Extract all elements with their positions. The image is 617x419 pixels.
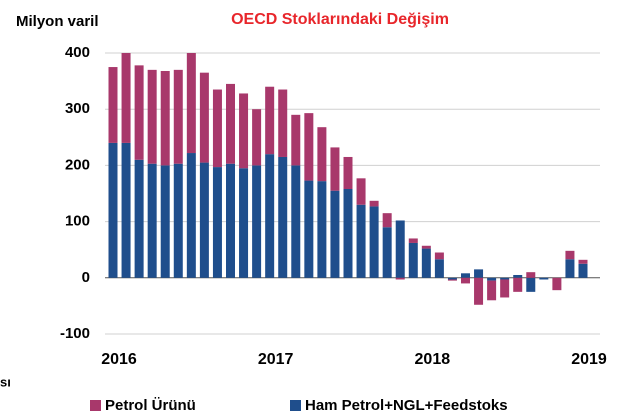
x-tick-label: 2019: [571, 351, 607, 368]
chart-title: OECD Stoklarındaki Değişim: [231, 11, 449, 28]
legend-label: Petrol Ürünü: [105, 397, 196, 414]
legend-label: Ham Petrol+NGL+Feedstoks: [305, 397, 508, 414]
bar: [434, 259, 444, 278]
bar: [212, 167, 222, 278]
y-tick-label: 400: [65, 44, 90, 61]
bar: [134, 65, 144, 160]
bar: [369, 200, 379, 207]
bar: [173, 69, 183, 164]
bar: [108, 67, 118, 143]
bar: [474, 269, 484, 278]
bar: [121, 53, 131, 143]
bar: [343, 189, 353, 278]
bar: [108, 142, 118, 278]
x-tick-label: 2017: [258, 351, 294, 368]
bar: [526, 272, 536, 278]
bar: [461, 273, 470, 278]
bar: [461, 277, 470, 284]
bar: [199, 162, 209, 278]
bar: [212, 89, 222, 168]
bar: [382, 227, 392, 278]
bar: [513, 277, 523, 292]
bar: [186, 53, 196, 154]
bar: [239, 168, 249, 278]
y-tick-label: 300: [65, 100, 90, 117]
bar: [160, 70, 170, 166]
bar: [500, 277, 510, 280]
bar: [278, 156, 288, 278]
y-axis-label: Milyon varil: [16, 13, 99, 30]
bar: [291, 165, 301, 278]
bar: [160, 165, 170, 278]
bar: [539, 277, 549, 280]
bar: [565, 259, 575, 278]
bar: [421, 245, 431, 249]
bar: [147, 69, 157, 164]
bar: [226, 83, 235, 164]
bar: [252, 165, 262, 278]
y-tick-label: 200: [65, 156, 90, 173]
bar: [565, 250, 575, 260]
bar: [317, 127, 327, 182]
bar: [408, 238, 418, 243]
bar: [382, 213, 392, 228]
bar: [578, 263, 588, 278]
y-tick-label: -100: [60, 325, 90, 342]
bar: [552, 277, 562, 291]
bar: [121, 142, 131, 278]
bar: [500, 279, 510, 298]
bar: [265, 86, 275, 155]
x-tick-label: 2018: [415, 351, 451, 368]
bar: [278, 89, 288, 157]
bar: [369, 206, 379, 278]
bar: [199, 72, 209, 163]
bar: [330, 190, 340, 278]
bar: [395, 277, 405, 280]
bar: [356, 204, 366, 278]
bar: [173, 163, 183, 278]
bar: [304, 180, 314, 278]
bar: [226, 163, 235, 278]
bar: [447, 279, 457, 281]
bar: [526, 277, 536, 292]
bar: [356, 178, 366, 205]
bar: [395, 220, 405, 278]
bar: [434, 252, 444, 260]
bar: [330, 147, 340, 191]
bar: [487, 280, 497, 301]
bar: [252, 109, 262, 166]
bar: [291, 114, 301, 166]
bar: [304, 113, 314, 181]
bar: [578, 259, 588, 264]
y-tick-label: 100: [65, 213, 90, 230]
bar: [134, 159, 144, 278]
y-tick-label: 0: [82, 269, 90, 286]
bar: [447, 277, 457, 280]
bar: [408, 242, 418, 278]
bar: [343, 156, 353, 190]
bar: [147, 163, 157, 278]
bar: [186, 153, 196, 278]
bar: [239, 93, 249, 169]
legend-swatch: [290, 400, 301, 411]
x-tick-label: 2016: [101, 351, 137, 368]
bar: [317, 181, 327, 278]
bar: [513, 274, 523, 278]
note: sı: [0, 374, 11, 389]
bar: [487, 277, 497, 281]
bar: [474, 277, 484, 305]
legend-swatch: [90, 400, 101, 411]
bar: [421, 248, 431, 278]
bar: [265, 154, 275, 278]
